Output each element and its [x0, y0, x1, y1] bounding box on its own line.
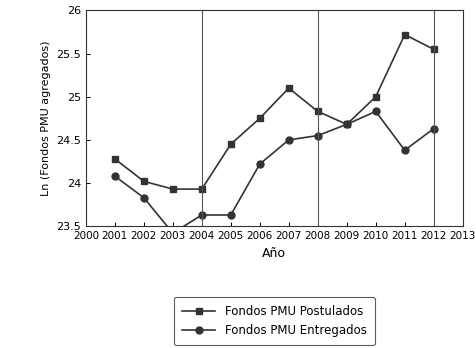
Fondos PMU Postulados [257, 116, 262, 120]
X-axis label: Año: Año [262, 247, 286, 260]
Fondos PMU Entregados [112, 174, 118, 178]
Fondos PMU Postulados [285, 86, 291, 90]
Fondos PMU Postulados [112, 157, 118, 161]
Legend: Fondos PMU Postulados, Fondos PMU Entregados: Fondos PMU Postulados, Fondos PMU Entreg… [173, 297, 374, 345]
Fondos PMU Postulados [141, 179, 147, 183]
Fondos PMU Entregados [343, 122, 349, 126]
Fondos PMU Entregados [257, 162, 262, 166]
Fondos PMU Entregados [198, 213, 204, 217]
Line: Fondos PMU Entregados: Fondos PMU Entregados [111, 108, 436, 237]
Fondos PMU Entregados [169, 231, 175, 235]
Fondos PMU Entregados [314, 134, 320, 138]
Y-axis label: Ln (Fondos PMU agregados): Ln (Fondos PMU agregados) [40, 41, 50, 196]
Fondos PMU Postulados [372, 95, 378, 99]
Fondos PMU Entregados [401, 148, 407, 152]
Fondos PMU Postulados [343, 122, 349, 126]
Fondos PMU Entregados [228, 213, 233, 217]
Fondos PMU Postulados [198, 187, 204, 191]
Fondos PMU Postulados [401, 32, 407, 37]
Fondos PMU Postulados [169, 187, 175, 191]
Fondos PMU Entregados [141, 196, 147, 200]
Line: Fondos PMU Postulados: Fondos PMU Postulados [111, 31, 436, 192]
Fondos PMU Postulados [430, 47, 436, 52]
Fondos PMU Postulados [314, 109, 320, 113]
Fondos PMU Postulados [228, 142, 233, 146]
Fondos PMU Entregados [372, 109, 378, 113]
Fondos PMU Entregados [430, 127, 436, 131]
Fondos PMU Entregados [285, 138, 291, 142]
